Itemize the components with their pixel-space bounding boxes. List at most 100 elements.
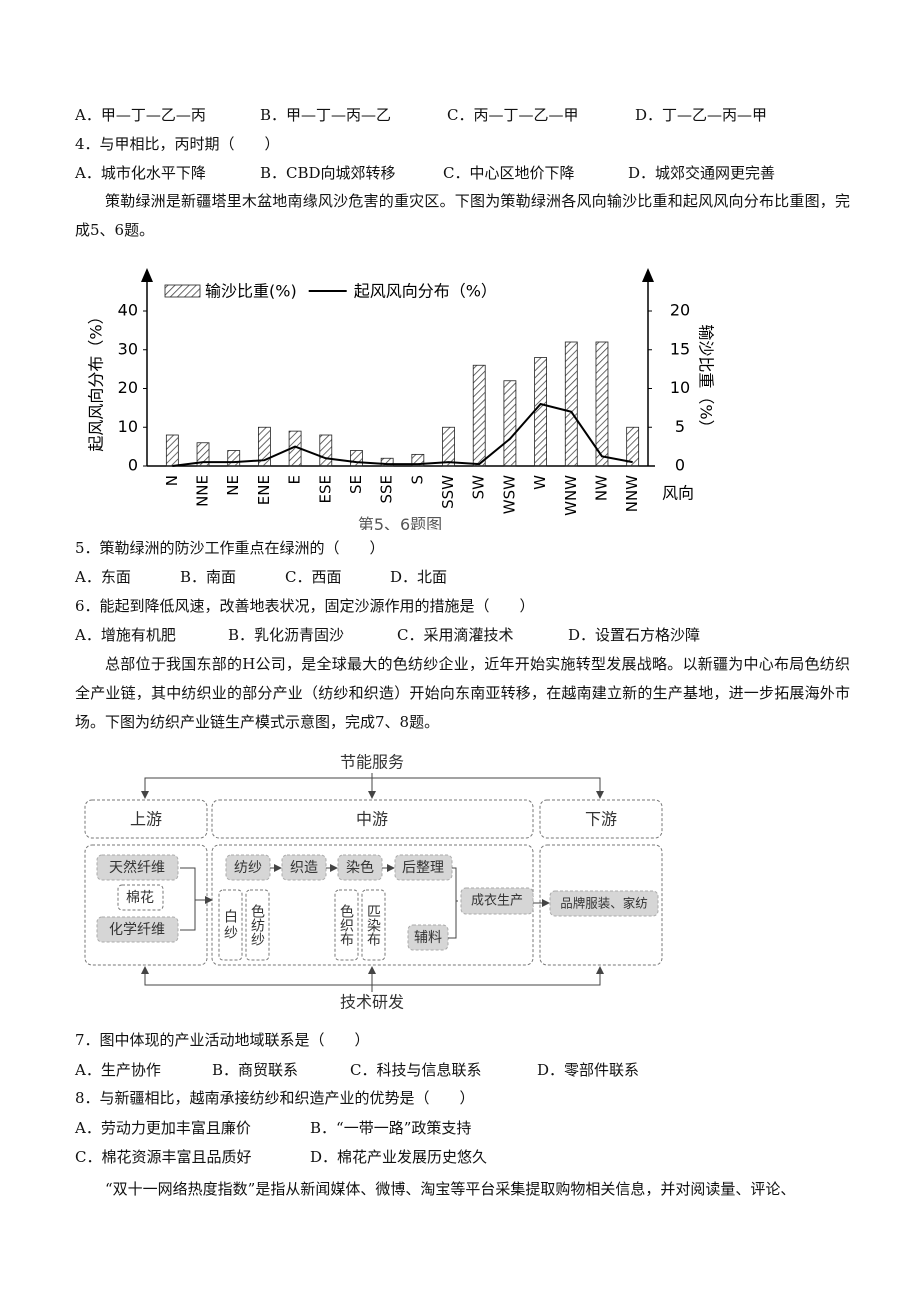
node-label: 白纱	[222, 909, 238, 941]
y2-tick-label: 0	[675, 456, 685, 475]
stage-box	[539, 799, 663, 839]
bar	[411, 453, 425, 467]
node	[460, 887, 534, 915]
option: C．棉花资源丰富且品质好	[75, 1148, 252, 1166]
bar	[626, 426, 640, 467]
node-label: 品牌服装、家纺	[560, 896, 648, 911]
question: 4．与甲相比，丙时期（ ）	[75, 135, 280, 153]
node-label: 色织布	[338, 903, 354, 946]
x-tick-label: SW	[470, 475, 488, 500]
bar	[165, 434, 179, 467]
option: C．中心区地价下降	[443, 164, 575, 182]
option: C．丙—丁—乙—甲	[447, 106, 579, 124]
node-label: 织造	[290, 860, 318, 876]
bar	[564, 341, 578, 467]
option: D．北面	[390, 568, 448, 586]
node-label: 染色	[346, 859, 374, 876]
option: D．设置石方格沙障	[568, 626, 701, 644]
x-tick-label: N	[163, 475, 181, 486]
option: B．商贸联系	[212, 1061, 299, 1079]
bar	[196, 442, 210, 467]
node-label: 匹染布	[365, 904, 381, 946]
question: 8．与新疆相比，越南承接纺纱和织造产业的优势是（ ）	[75, 1089, 475, 1107]
stage-content	[539, 844, 663, 966]
option: B．CBD向城郊转移	[260, 164, 396, 182]
x-tick-label: NNE	[194, 475, 212, 507]
y-tick-label: 30	[118, 339, 138, 358]
bar	[442, 426, 455, 467]
option: A．生产协作	[75, 1061, 161, 1079]
node-label: 棉花	[126, 889, 154, 906]
option: D．丁—乙—丙—甲	[635, 106, 768, 124]
option: A．劳动力更加丰富且廉价	[75, 1119, 251, 1137]
node-label: 后整理	[402, 860, 444, 876]
option: B．南面	[180, 568, 237, 586]
option: C．科技与信息联系	[350, 1061, 482, 1079]
paragraph: 总部位于我国东部的H公司，是全球最大的色纺纱企业，近年开始实施转型发展战略。以新…	[75, 655, 850, 731]
node	[334, 889, 359, 961]
bar	[319, 434, 333, 467]
stage-box	[84, 799, 208, 839]
x-axis-label: 风向	[662, 484, 694, 503]
node	[225, 854, 271, 881]
node	[96, 916, 179, 943]
option: A．东面	[75, 568, 131, 586]
legend-swatch	[164, 284, 201, 298]
bar	[380, 457, 394, 467]
option: A．甲—丁—乙—丙	[75, 106, 206, 124]
option: C．采用滴灌技术	[397, 626, 514, 644]
option: B．“一带一路”政策支持	[310, 1119, 472, 1137]
x-tick-label: WNW	[562, 475, 580, 516]
arrow	[642, 268, 654, 282]
stage-box	[211, 799, 534, 839]
bar	[258, 426, 271, 467]
line	[172, 402, 633, 467]
node-label: 纺纱	[234, 860, 262, 876]
option: A．城市化水平下降	[75, 164, 206, 182]
node	[117, 884, 164, 911]
diagram-label: 节能服务	[340, 753, 404, 772]
node-label: 色纺纱	[249, 903, 265, 946]
bar	[534, 357, 547, 467]
bar	[227, 450, 241, 467]
stage-label: 中游	[356, 810, 388, 829]
x-tick-label: NNW	[623, 475, 641, 512]
node	[549, 890, 659, 917]
y-tick-label: 40	[118, 301, 138, 320]
option: A．增施有机肥	[75, 626, 176, 644]
option: D．零部件联系	[537, 1061, 640, 1079]
node	[218, 889, 243, 961]
node	[281, 854, 327, 881]
x-tick-label: W	[531, 475, 549, 490]
paragraph: 策勒绿洲是新疆塔里木盆地南缘风沙危害的重灾区。下图为策勒绿洲各风向输沙比重和起风…	[75, 192, 850, 239]
legend-label: 起风风向分布（%）	[354, 282, 497, 301]
y-tick-label: 20	[118, 378, 138, 397]
option: B．甲—丁—丙—乙	[260, 106, 392, 124]
y-tick-label: 10	[118, 417, 138, 436]
bar	[350, 450, 363, 467]
y2-tick-label: 10	[670, 378, 690, 397]
node	[96, 854, 179, 881]
x-tick-label: SSW	[439, 475, 457, 509]
y2-tick-label: 15	[670, 339, 690, 358]
x-tick-label: SE	[347, 475, 365, 494]
question: 7．图中体现的产业活动地域联系是（ ）	[75, 1031, 370, 1049]
y2-axis-label: 输沙比重（%）	[697, 324, 716, 435]
stage-label: 下游	[585, 810, 617, 829]
x-tick-label: ESE	[316, 475, 334, 503]
node-label: 化学纤维	[109, 922, 165, 938]
option: C．西面	[285, 568, 342, 586]
caption: 第5、6题图	[358, 515, 442, 530]
node	[337, 854, 383, 881]
x-tick-label: ENE	[255, 475, 273, 505]
node	[361, 889, 386, 961]
option: D．城郊交通网更完善	[628, 164, 776, 182]
connector	[448, 867, 458, 939]
question: 5．策勒绿洲的防沙工作重点在绿洲的（ ）	[75, 539, 385, 557]
diagram: 节能服务 上游 中游 下游 天然纤维 棉花 化学纤维 纺纱 织造 染色 后整理 …	[84, 753, 663, 1012]
x-tick-label: NE	[224, 475, 242, 496]
option: D．棉花产业发展历史悠久	[310, 1148, 488, 1166]
question: 6．能起到降低风速，改善地表状况，固定沙源作用的措施是（ ）	[75, 597, 535, 615]
x-tick-label: NW	[592, 475, 610, 501]
